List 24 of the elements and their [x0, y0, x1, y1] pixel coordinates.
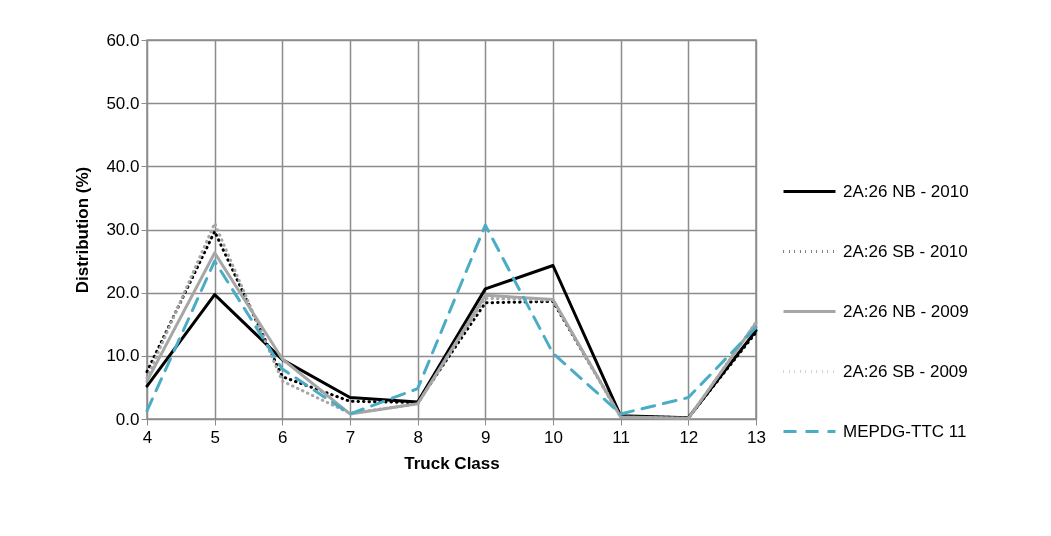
x-axis-title: Truck Class [404, 453, 500, 473]
y-tick-label: 0.0 [115, 409, 140, 429]
y-tick-label: 60.0 [106, 30, 140, 50]
y-tick-label: 40.0 [106, 156, 140, 176]
y-tick-label: 10.0 [106, 346, 140, 366]
x-tick-label: 9 [481, 427, 491, 447]
legend-label: MEPDG-TTC 11 [843, 421, 967, 441]
y-axis-title: Distribution (%) [73, 166, 93, 294]
legend-label: 2A:26 SB - 2010 [843, 241, 968, 261]
x-tick-label: 5 [210, 427, 220, 447]
y-tick-label: 20.0 [106, 283, 140, 303]
x-tick-label: 8 [413, 427, 423, 447]
x-tick-label: 7 [345, 427, 356, 447]
x-tick-label: 4 [142, 427, 153, 447]
x-tick-label: 13 [747, 427, 766, 447]
legend-label: 2A:26 NB - 2009 [843, 301, 969, 321]
x-tick-label: 12 [679, 427, 699, 447]
y-tick-label: 30.0 [106, 220, 140, 239]
legend-label: 2A:26 SB - 2009 [843, 361, 968, 381]
y-tick-label: 50.0 [106, 93, 140, 113]
x-tick-label: 10 [544, 427, 563, 447]
x-tick-label: 6 [278, 427, 288, 447]
legend-label: 2A:26 NB - 2010 [843, 181, 969, 201]
x-tick-label: 11 [612, 427, 630, 447]
